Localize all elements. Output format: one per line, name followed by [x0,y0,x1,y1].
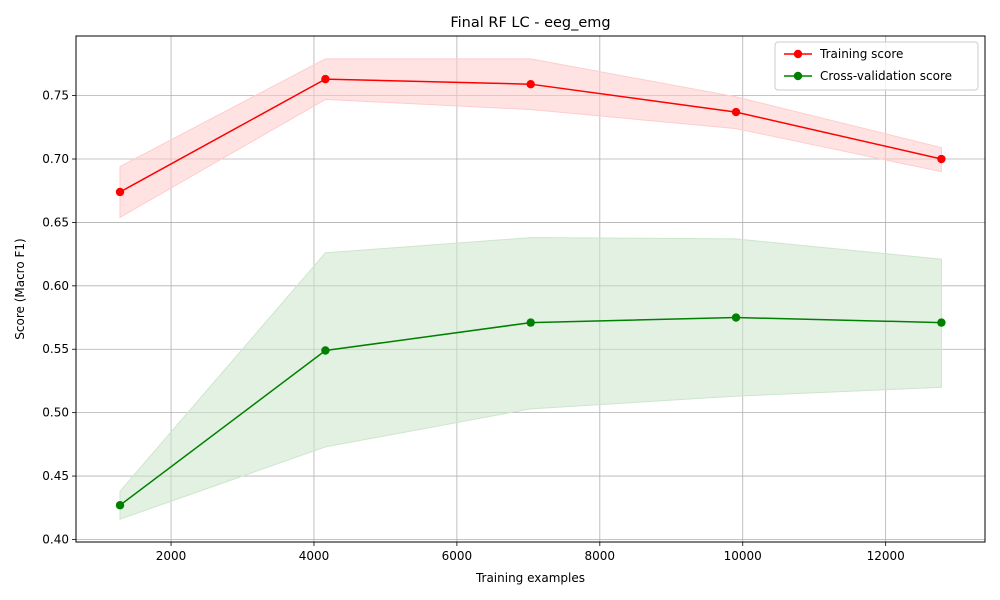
y-tick-label: 0.40 [42,532,69,546]
series-0-point [937,154,946,164]
y-tick-label: 0.60 [42,279,69,293]
y-tick-label: 0.45 [42,469,69,483]
legend-box [774,41,979,91]
series-0-point [731,107,741,117]
axes-frame [75,35,986,543]
score-bands [119,58,942,520]
series-1-band [119,237,942,520]
series-0-point [115,187,125,197]
series-1-point [321,346,330,355]
series-0-band [119,58,942,219]
y-tick-label: 0.50 [42,406,69,420]
x-tick-label: 12000 [867,549,905,563]
y-tick-label: 0.55 [42,342,69,356]
legend-entries: Training score Cross-validation score [784,47,952,83]
y-tick-label: 0.75 [42,89,69,103]
y-axis-label: Score (Macro F1) [13,238,27,339]
x-tick-label: 4000 [299,549,330,563]
y-tick-label: 0.65 [42,215,69,229]
series-1-point [937,318,946,327]
legend: Training score Cross-validation score [774,41,979,91]
y-tick-label: 0.70 [42,152,69,166]
score-points [115,74,946,510]
x-tick-label: 8000 [585,549,616,563]
legend-swatch-marker [793,71,803,81]
series-0-point [526,79,535,89]
x-tick-label: 2000 [156,549,187,563]
series-1-point [731,313,741,322]
y-ticks: 0.40 0.45 0.50 0.55 0.60 0.65 0.70 0.75 [42,89,76,546]
legend-label: Cross-validation score [820,69,952,83]
series-1-point [115,501,125,510]
legend-swatch-marker [793,49,803,59]
series-0-point [321,74,330,84]
x-tick-label: 10000 [724,549,762,563]
series-1-point [526,318,535,327]
x-axis-label: Training examples [475,571,585,585]
legend-label: Training score [819,47,903,61]
x-tick-label: 6000 [442,549,473,563]
x-ticks: 2000 4000 6000 8000 10000 12000 [156,542,905,563]
chart-title: Final RF LC - eeg_emg [450,15,610,31]
